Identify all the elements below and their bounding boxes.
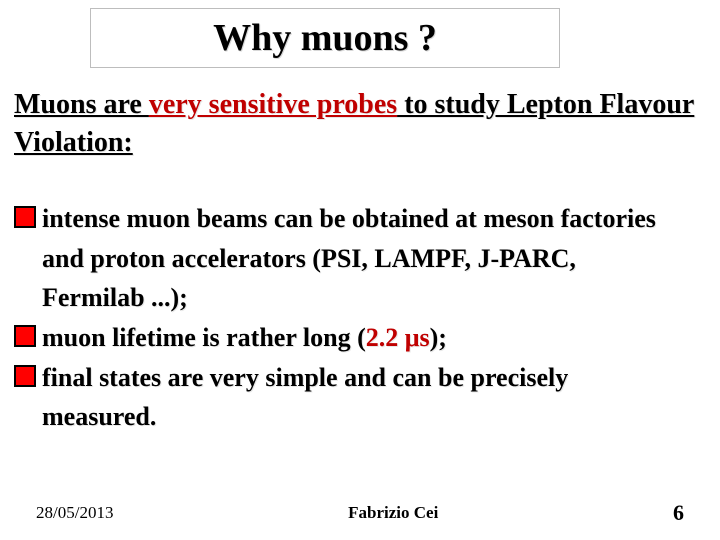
title-box: Why muons ? [90,8,560,68]
list-item: intense muon beams can be obtained at me… [14,200,706,238]
bullet-2-pre: muon lifetime is rather long ( [42,323,366,352]
square-bullet-icon [14,325,36,347]
footer-page-number: 6 [673,500,684,526]
footer-author: Fabrizio Cei [348,503,438,523]
bullet-2-highlight: 2.2 μs [366,323,430,352]
intro-keyword: very sensitive probes [149,89,397,120]
square-bullet-icon [14,206,36,228]
bullet-2-text: muon lifetime is rather long (2.2 μs); [42,319,447,357]
bullet-3-line-1: final states are very simple and can be … [42,359,568,397]
bullet-list: intense muon beams can be obtained at me… [14,200,706,438]
footer-date: 28/05/2013 [36,503,113,523]
bullet-1-line-2: and proton accelerators (PSI, LAMPF, J-P… [14,240,706,278]
bullet-3-line-2: measured. [14,398,706,436]
bullet-1-line-3: Fermilab ...); [14,279,706,317]
list-item: muon lifetime is rather long (2.2 μs); [14,319,706,357]
bullet-1-line-1: intense muon beams can be obtained at me… [42,200,656,238]
square-bullet-icon [14,365,36,387]
bullet-2-post: ); [430,323,447,352]
list-item: final states are very simple and can be … [14,359,706,397]
intro-text: Muons are very sensitive probes to study… [14,86,706,162]
intro-pre: Muons are [14,89,149,120]
slide-title: Why muons ? [213,16,437,60]
slide-footer: 28/05/2013 Fabrizio Cei 6 [0,500,720,526]
